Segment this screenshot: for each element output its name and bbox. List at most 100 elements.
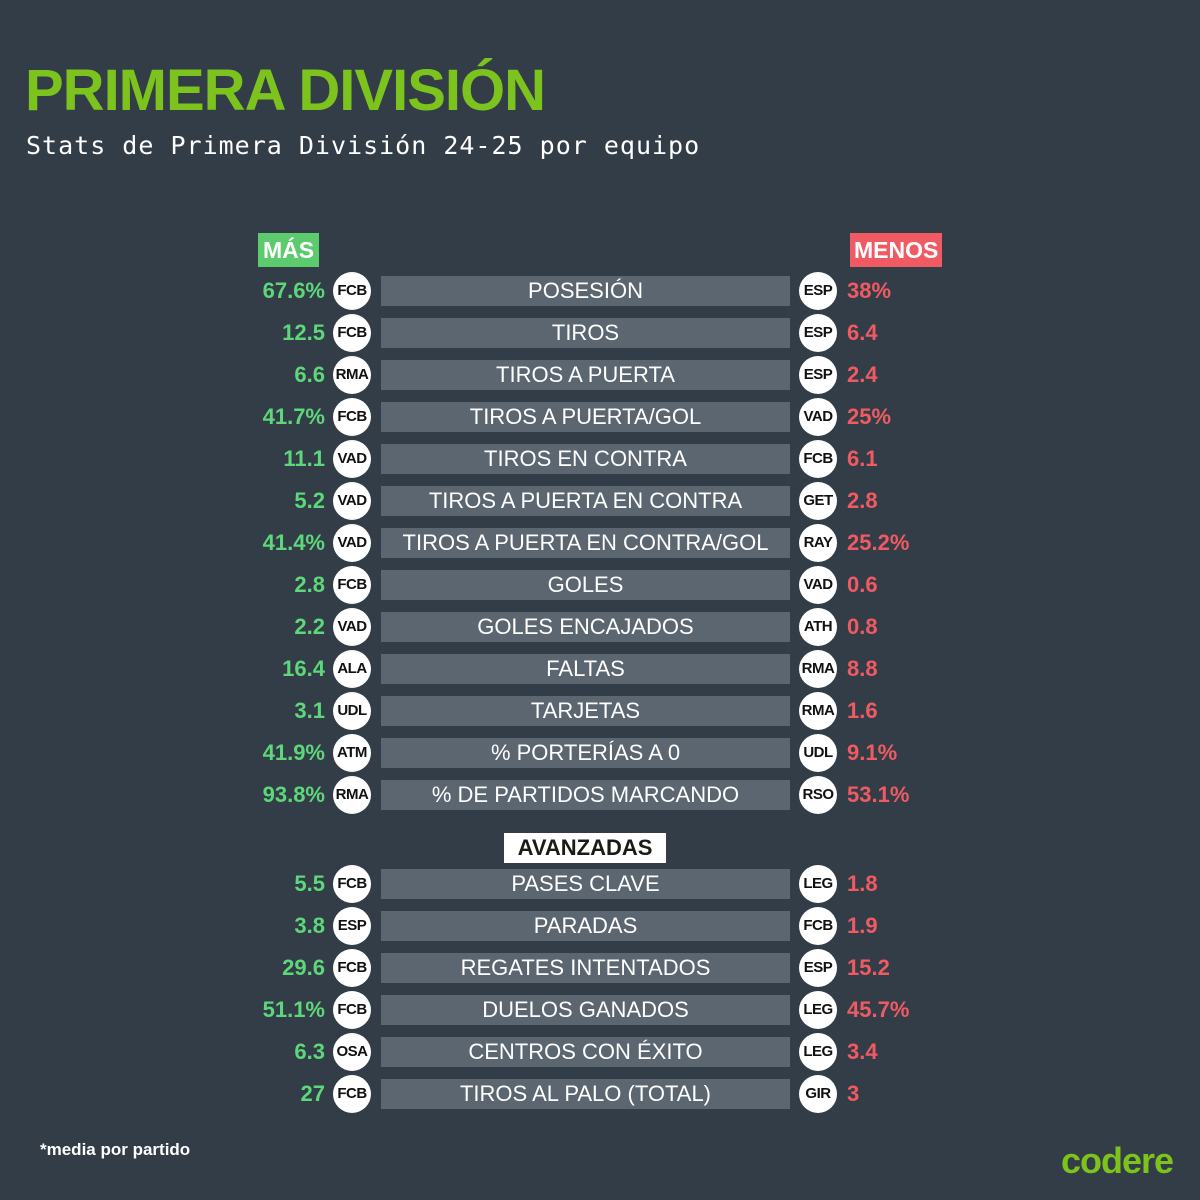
more-team-badge: ESP [333, 907, 371, 945]
stat-row: 11.1 VAD TIROS EN CONTRA FCB 6.1 [0, 438, 1200, 480]
stat-label: TIROS A PUERTA [381, 360, 790, 390]
stat-row: 16.4 ALA FALTAS RMA 8.8 [0, 648, 1200, 690]
more-team-badge: VAD [333, 440, 371, 478]
more-value: 2.2 [294, 614, 325, 639]
less-value: 3 [847, 1081, 860, 1106]
more-value: 16.4 [282, 656, 325, 681]
more-value: 6.6 [294, 362, 325, 387]
more-team-badge: RMA [333, 776, 371, 814]
more-value: 41.9% [262, 740, 325, 765]
less-value: 3.4 [847, 1039, 878, 1064]
page-title: PRIMERA DIVISIÓN [25, 58, 546, 123]
more-team-badge: FCB [333, 1075, 371, 1113]
more-value: 6.3 [294, 1039, 325, 1064]
stat-row: 29.6 FCB REGATES INTENTADOS ESP 15.2 [0, 947, 1200, 989]
advanced-header: AVANZADAS [504, 833, 666, 863]
stat-row: 6.3 OSA CENTROS CON ÉXITO LEG 3.4 [0, 1031, 1200, 1073]
less-value: 15.2 [847, 955, 890, 980]
more-team-badge: RMA [333, 356, 371, 394]
more-team-badge: VAD [333, 608, 371, 646]
more-value: 27 [300, 1081, 325, 1106]
less-team-badge: ESP [799, 314, 837, 352]
stat-row: 41.7% FCB TIROS A PUERTA/GOL VAD 25% [0, 396, 1200, 438]
stat-label: % DE PARTIDOS MARCANDO [381, 780, 790, 810]
less-team-badge: VAD [799, 398, 837, 436]
less-team-badge: FCB [799, 907, 837, 945]
more-value: 11.1 [283, 446, 325, 471]
more-team-badge: FCB [333, 314, 371, 352]
stat-row: 41.4% VAD TIROS A PUERTA EN CONTRA/GOL RAY 2… [0, 522, 1200, 564]
less-team-badge: UDL [799, 734, 837, 772]
more-team-badge: OSA [333, 1033, 371, 1071]
more-value: 3.8 [294, 913, 325, 938]
more-team-badge: VAD [333, 482, 371, 520]
more-value: 3.1 [294, 698, 325, 723]
footnote: *media por partido [40, 1140, 191, 1159]
more-value: 51.1% [262, 997, 325, 1022]
more-team-badge: ATM [333, 734, 371, 772]
more-team-badge: ALA [333, 650, 371, 688]
stat-label: TIROS [381, 318, 790, 348]
stat-row: 2.2 VAD GOLES ENCAJADOS ATH 0.8 [0, 606, 1200, 648]
less-team-badge: VAD [799, 566, 837, 604]
less-value: 6.1 [847, 446, 878, 471]
page-subtitle: Stats de Primera División 24-25 por equi… [26, 131, 701, 160]
more-value: 67.6% [262, 278, 325, 303]
more-value: 2.8 [294, 572, 325, 597]
more-team-badge: FCB [333, 865, 371, 903]
stat-label: TIROS AL PALO (TOTAL) [381, 1079, 790, 1109]
stat-row: 41.9% ATM % PORTERÍAS A 0 UDL 9.1% [0, 732, 1200, 774]
stat-row: 6.6 RMA TIROS A PUERTA ESP 2.4 [0, 354, 1200, 396]
stat-label: TIROS EN CONTRA [381, 444, 790, 474]
stat-row: 12.5 FCB TIROS ESP 6.4 [0, 312, 1200, 354]
stat-row: 93.8% RMA % DE PARTIDOS MARCANDO RSO 53.1% [0, 774, 1200, 816]
stat-label: TARJETAS [381, 696, 790, 726]
less-team-badge: LEG [799, 1033, 837, 1071]
less-value: 1.9 [847, 913, 878, 938]
stat-label: REGATES INTENTADOS [381, 953, 790, 983]
stat-row: 67.6% FCB POSESIÓN ESP 38% [0, 270, 1200, 312]
stat-label: TIROS A PUERTA EN CONTRA [381, 486, 790, 516]
more-team-badge: VAD [333, 524, 371, 562]
stat-label: PASES CLAVE [381, 869, 790, 899]
stat-label: GOLES [381, 570, 790, 600]
less-value: 2.4 [847, 362, 878, 387]
less-value: 25.2% [847, 530, 910, 555]
more-value: 29.6 [282, 955, 325, 980]
stat-label: CENTROS CON ÉXITO [381, 1037, 790, 1067]
more-team-badge: FCB [333, 398, 371, 436]
stat-label: DUELOS GANADOS [381, 995, 790, 1025]
stat-row: 3.8 ESP PARADAS FCB 1.9 [0, 905, 1200, 947]
more-value: 41.7% [262, 404, 325, 429]
stat-label: PARADAS [381, 911, 790, 941]
more-team-badge: FCB [333, 991, 371, 1029]
less-team-badge: GET [799, 482, 837, 520]
less-team-badge: RMA [799, 692, 837, 730]
less-value: 53.1% [847, 782, 910, 807]
stat-label: GOLES ENCAJADOS [381, 612, 790, 642]
less-value: 2.8 [847, 488, 878, 513]
stat-row: 3.1 UDL TARJETAS RMA 1.6 [0, 690, 1200, 732]
stat-row: 2.8 FCB GOLES VAD 0.6 [0, 564, 1200, 606]
stat-row: 5.2 VAD TIROS A PUERTA EN CONTRA GET 2.8 [0, 480, 1200, 522]
less-value: 1.6 [847, 698, 878, 723]
codere-logo: codere [1061, 1140, 1174, 1181]
less-team-badge: ESP [799, 272, 837, 310]
less-value: 45.7% [847, 997, 910, 1022]
less-team-badge: RAY [799, 524, 837, 562]
more-value: 41.4% [262, 530, 325, 555]
stat-label: % PORTERÍAS A 0 [381, 738, 790, 768]
more-value: 12.5 [282, 320, 325, 345]
less-value: 6.4 [847, 320, 878, 345]
stat-label: TIROS A PUERTA EN CONTRA/GOL [381, 528, 790, 558]
less-team-badge: GIR [799, 1075, 837, 1113]
less-team-badge: ESP [799, 949, 837, 987]
less-header: MENOS [850, 233, 943, 267]
less-team-badge: LEG [799, 991, 837, 1029]
stat-row: 51.1% FCB DUELOS GANADOS LEG 45.7% [0, 989, 1200, 1031]
less-value: 25% [847, 404, 892, 429]
stat-label: TIROS A PUERTA/GOL [381, 402, 790, 432]
more-team-badge: UDL [333, 692, 371, 730]
more-value: 93.8% [262, 782, 325, 807]
more-header: MÁS [258, 233, 320, 267]
